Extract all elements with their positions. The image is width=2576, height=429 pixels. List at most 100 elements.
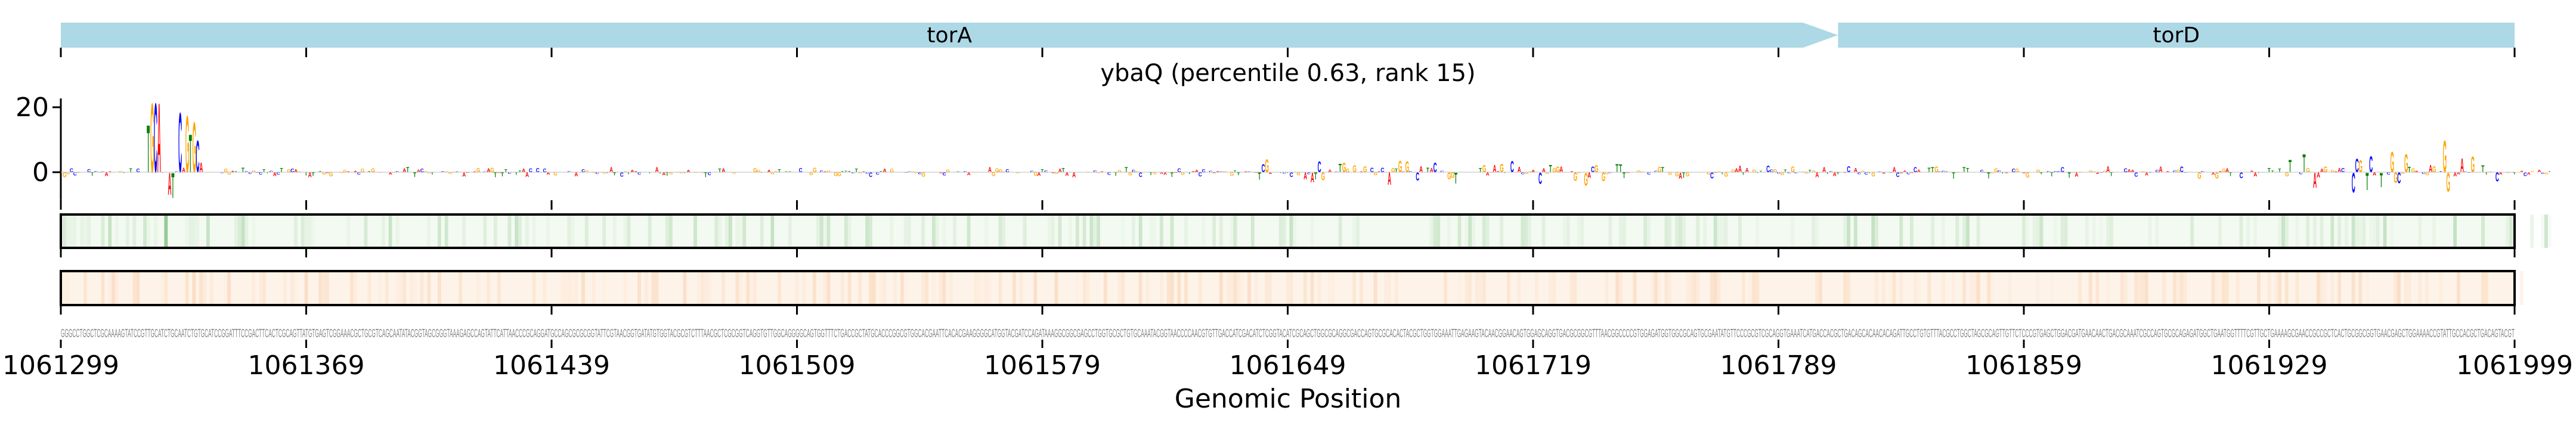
track-2-stripe — [1352, 271, 1357, 305]
track-2-stripe — [2088, 271, 2092, 305]
logo-letter-T: T — [1041, 168, 1044, 173]
track-1-stripe — [2278, 214, 2282, 248]
logo-letter-G: G — [859, 172, 863, 174]
gene-torD-arrow — [1838, 23, 2515, 48]
track-2-stripe — [655, 271, 659, 305]
track-1-stripe — [942, 214, 946, 248]
track-2-stripe — [1247, 271, 1251, 305]
track-1-stripe — [1720, 214, 1724, 248]
track-1-stripe — [1293, 214, 1296, 248]
logo-letter-G: G — [1675, 171, 1679, 178]
track-2-stripe — [1749, 271, 1753, 305]
track-1-stripe — [1023, 214, 1027, 248]
x-tick-label: 1061369 — [248, 350, 365, 381]
logo-letter-T: T — [1952, 170, 1955, 181]
logo-letter-C: C — [799, 167, 803, 174]
track-2-stripe — [2284, 271, 2289, 305]
track-1-stripe — [252, 214, 255, 248]
logo-letter-T: T — [2481, 163, 2484, 175]
x-tick-label: 1061859 — [1965, 350, 2082, 381]
track-1-stripe — [125, 214, 129, 248]
logo-letter-G: G — [1447, 170, 1451, 182]
logo-letter-T: T — [1927, 167, 1930, 174]
logo-letter-C: C — [277, 172, 280, 175]
track-2-stripe — [1478, 271, 1482, 305]
track-2-highlight — [2481, 271, 2485, 305]
logo-letter-A: A — [487, 167, 491, 173]
logo-letter-A: A — [182, 167, 185, 174]
logo-letter-A: A — [2005, 172, 2009, 173]
track-1-stripe — [567, 214, 571, 248]
logo-letter-C: C — [1380, 167, 1384, 174]
logo-letter-T: T — [1759, 170, 1762, 173]
logo-letter-C: C — [2057, 171, 2061, 173]
logo-letter-T: T — [91, 171, 94, 177]
logo-letter-A: A — [1917, 169, 1921, 173]
logo-letter-C: C — [1998, 170, 2001, 173]
logo-letter-A: A — [1328, 169, 1332, 173]
logo-letter-C: C — [357, 172, 361, 175]
logo-letter-A: A — [2218, 171, 2222, 173]
track-1-stripe — [1338, 214, 1342, 248]
track-1-stripe — [2190, 214, 2194, 248]
logo-letter-G: G — [193, 107, 196, 188]
track-1-stripe — [1089, 214, 1094, 248]
logo-letter-G: G — [1374, 172, 1378, 176]
track-2-stripe — [497, 271, 501, 305]
logo-letter-G: G — [553, 172, 557, 177]
track-1-stripe — [1955, 214, 1959, 248]
track-1-stripe — [1580, 214, 1584, 248]
logo-letter-T: T — [161, 172, 165, 173]
track-2-stripe — [651, 271, 655, 305]
track-1-stripe — [1159, 214, 1163, 248]
logo-letter-G: G — [452, 172, 456, 173]
logo-letter-A: A — [883, 167, 887, 173]
logo-letter-A: A — [2022, 172, 2026, 174]
track-2-stripe — [883, 271, 887, 305]
track-1-stripe — [1608, 214, 1612, 248]
logo-letter-C: C — [1307, 172, 1311, 175]
track-2-stripe — [802, 271, 806, 305]
track-1-stripe — [847, 214, 852, 248]
track-2-stripe — [2425, 271, 2429, 305]
track-1-stripe — [2383, 214, 2387, 248]
track-1-stripe — [1724, 214, 1728, 248]
track-1-stripe — [2330, 214, 2334, 248]
track-1-stripe — [1738, 214, 1742, 248]
logo-letter-C: C — [2180, 166, 2184, 174]
logo-letter-G: G — [2072, 172, 2076, 173]
track-2-stripe — [259, 271, 263, 305]
logo-letter-A: A — [199, 160, 203, 175]
track-2-stripe — [1710, 271, 1714, 305]
logo-letter-A: A — [168, 167, 171, 203]
track-2-stripe — [1394, 271, 1398, 305]
track-2-stripe — [1240, 271, 1244, 305]
logo-letter-G: G — [1546, 172, 1549, 175]
logo-letter-C: C — [1030, 170, 1035, 173]
track-1-stripe — [1622, 214, 1626, 248]
logo-letter-C: C — [876, 172, 880, 175]
track-1-stripe — [2541, 214, 2544, 248]
logo-letter-T: T — [501, 171, 504, 178]
track-1-stripe — [153, 214, 157, 248]
x-ticks — [60, 48, 2516, 348]
track-2-stripe — [1103, 271, 1107, 305]
track-2-stripe — [939, 271, 943, 305]
logo-letter-G: G — [2425, 172, 2429, 176]
track-2-stripe — [2278, 271, 2282, 305]
logo-letter-T: T — [704, 172, 708, 179]
track-2-stripe — [1468, 271, 1472, 305]
track-1-stripe — [1069, 214, 1072, 248]
logo-letter-A: A — [2225, 167, 2230, 174]
track-2-stripe — [2439, 271, 2443, 305]
logo-letter-G: G — [1990, 172, 1995, 174]
track-2-stripe — [1159, 271, 1163, 305]
track-2-stripe — [1054, 271, 1058, 305]
track-1-stripe — [147, 214, 150, 248]
track-2-stripe — [560, 271, 564, 305]
logo-letter-C: C — [396, 171, 400, 173]
logo-letter-A: A — [1745, 167, 1749, 174]
logo-letter-A: A — [2460, 155, 2464, 177]
logo-letter-C: C — [1777, 172, 1781, 175]
logo-letter-C: C — [536, 167, 540, 173]
